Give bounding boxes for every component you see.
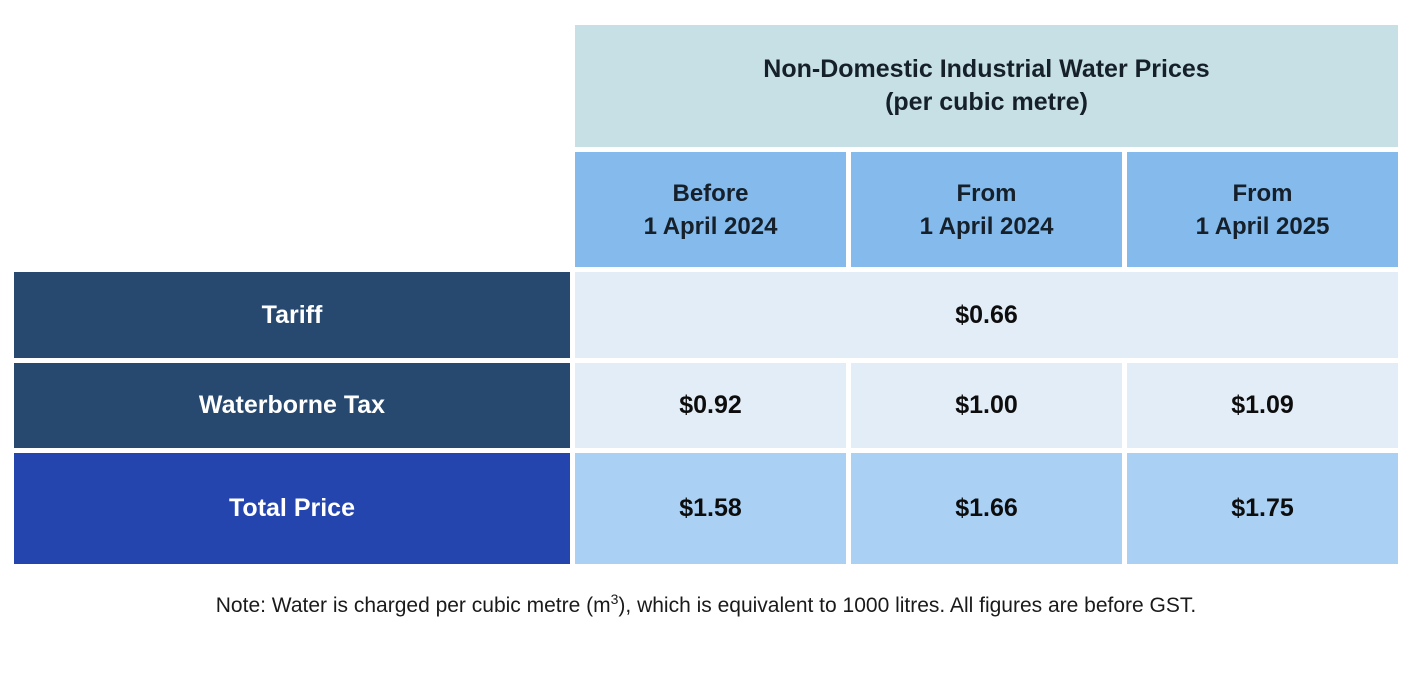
- column-header-line2: 1 April 2024: [919, 212, 1054, 240]
- column-header-line1: Before: [672, 179, 749, 207]
- footnote-prefix: Note: Water is charged per cubic metre (…: [215, 594, 611, 617]
- cell-waterborne-tax-from-2025: $1.09: [1127, 363, 1398, 448]
- cell-total-price-from-2024: $1.66: [851, 453, 1122, 564]
- footnote-suffix: ), which is equivalent to 1000 litres. A…: [618, 594, 1197, 617]
- table-title-line1: Non-Domestic Industrial Water Prices: [763, 55, 1210, 83]
- row-label-tariff: Tariff: [14, 272, 570, 358]
- column-header-from-1-april-2024: From 1 April 2024: [851, 152, 1122, 267]
- cell-total-price-before-2024: $1.58: [575, 453, 846, 564]
- column-header-line2: 1 April 2025: [1195, 212, 1330, 240]
- table-title: Non-Domestic Industrial Water Prices (pe…: [575, 25, 1398, 147]
- table-title-line2: (per cubic metre): [885, 88, 1088, 116]
- column-header-line2: 1 April 2024: [643, 212, 778, 240]
- cell-total-price-from-2025: $1.75: [1127, 453, 1398, 564]
- row-label-total-price: Total Price: [14, 453, 570, 564]
- column-header-before-1-april-2024: Before 1 April 2024: [575, 152, 846, 267]
- column-header-line1: From: [1232, 179, 1293, 207]
- cell-tariff-merged-value: $0.66: [575, 272, 1398, 358]
- footnote: Note: Water is charged per cubic metre (…: [0, 591, 1412, 618]
- pricing-table: Non-Domestic Industrial Water Prices (pe…: [14, 25, 1398, 564]
- column-header-from-1-april-2025: From 1 April 2025: [1127, 152, 1398, 267]
- cell-waterborne-tax-from-2024: $1.00: [851, 363, 1122, 448]
- column-header-line1: From: [956, 179, 1017, 207]
- footnote-superscript: 3: [610, 591, 619, 607]
- row-label-waterborne-tax: Waterborne Tax: [14, 363, 570, 448]
- cell-waterborne-tax-before-2024: $0.92: [575, 363, 846, 448]
